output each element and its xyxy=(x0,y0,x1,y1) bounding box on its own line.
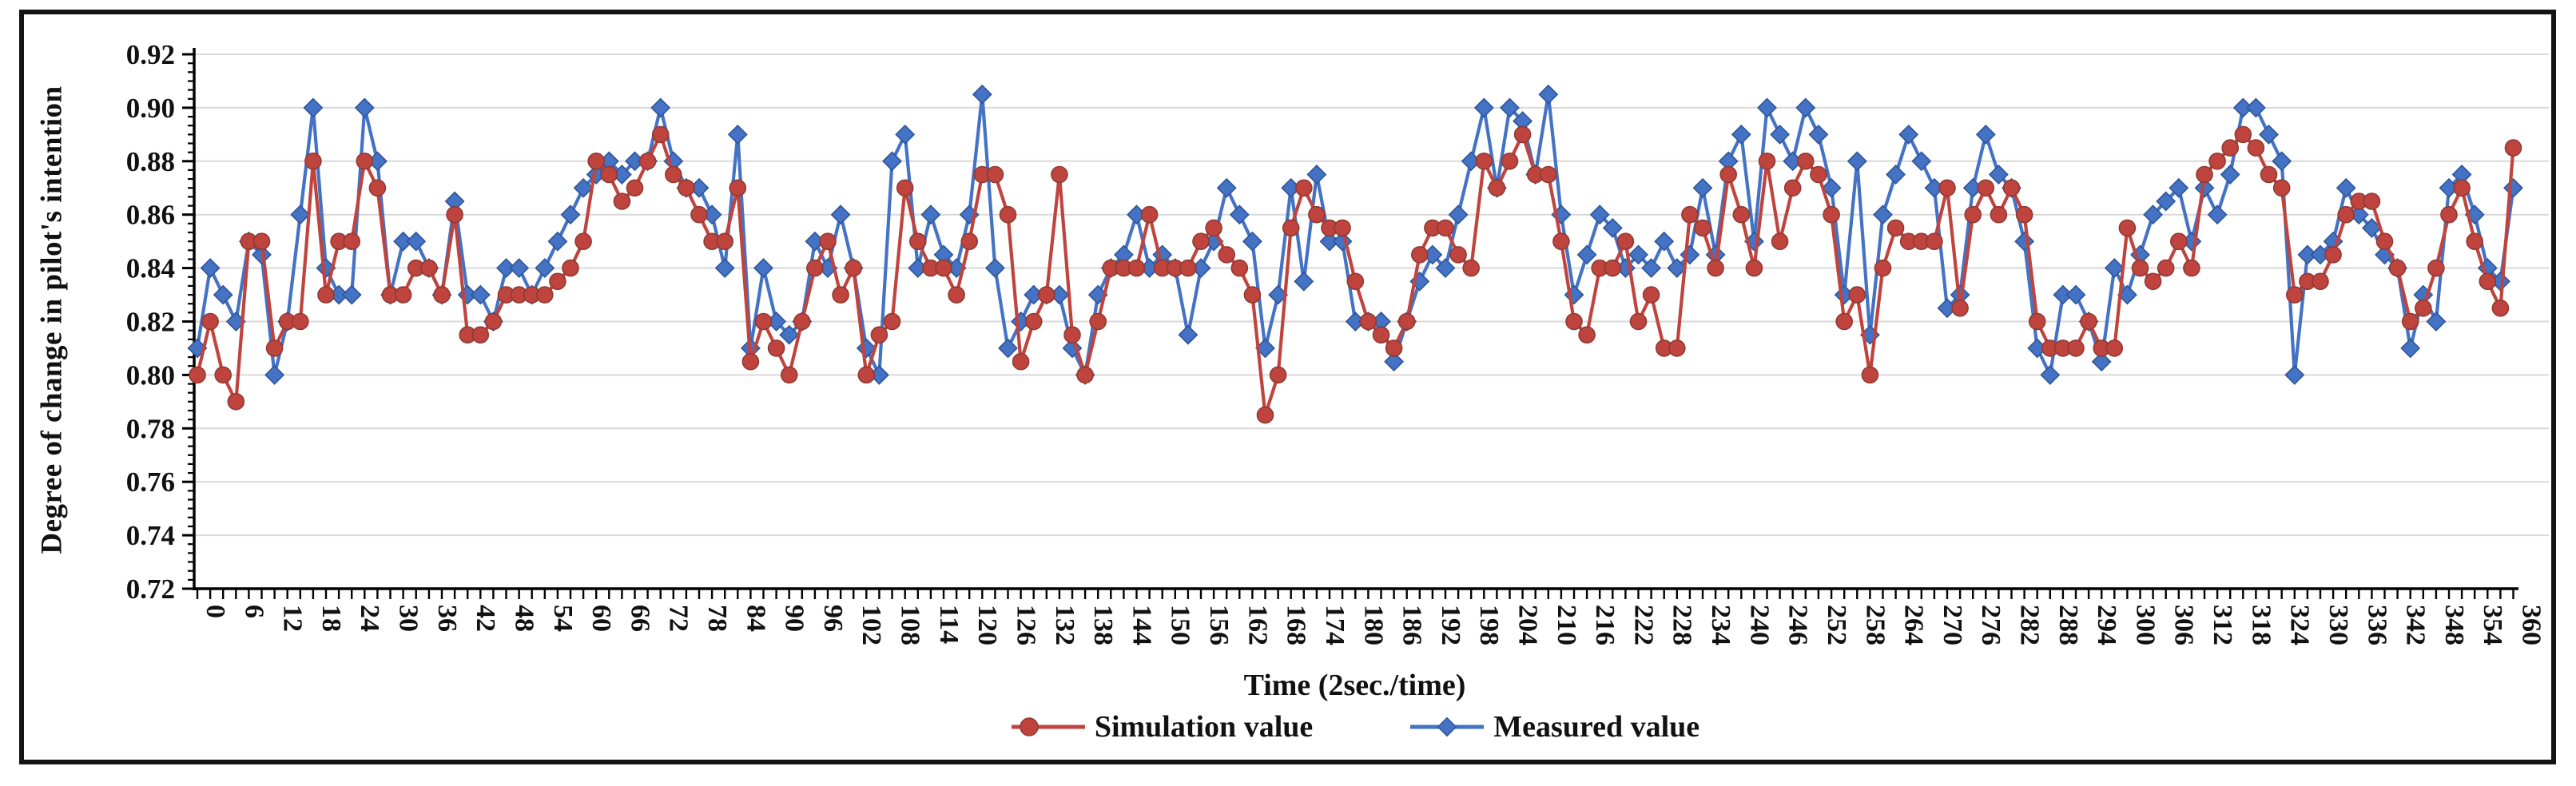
svg-text:318: 318 xyxy=(2246,605,2276,645)
svg-text:42: 42 xyxy=(471,605,500,632)
svg-text:120: 120 xyxy=(972,605,1002,645)
svg-text:174: 174 xyxy=(1320,605,1350,645)
svg-text:0.84: 0.84 xyxy=(126,253,175,284)
svg-text:186: 186 xyxy=(1397,605,1427,645)
svg-text:72: 72 xyxy=(664,605,694,632)
svg-text:0.76: 0.76 xyxy=(126,466,175,498)
svg-text:354: 354 xyxy=(2478,605,2507,645)
svg-text:84: 84 xyxy=(741,605,770,632)
simulation-series-marker-icon xyxy=(1011,717,1085,736)
svg-text:0: 0 xyxy=(201,605,230,618)
svg-text:258: 258 xyxy=(1860,605,1890,645)
svg-text:348: 348 xyxy=(2439,605,2469,645)
svg-text:294: 294 xyxy=(2092,605,2121,645)
svg-text:12: 12 xyxy=(278,605,308,632)
svg-text:6: 6 xyxy=(239,605,268,618)
svg-text:0.92: 0.92 xyxy=(126,39,175,70)
svg-text:102: 102 xyxy=(857,605,886,645)
svg-text:300: 300 xyxy=(2130,605,2160,645)
svg-text:132: 132 xyxy=(1050,605,1079,645)
svg-text:96: 96 xyxy=(818,605,848,632)
svg-text:0.74: 0.74 xyxy=(126,520,175,551)
svg-text:228: 228 xyxy=(1668,605,1697,645)
svg-text:108: 108 xyxy=(896,605,925,645)
svg-text:192: 192 xyxy=(1436,605,1465,645)
svg-text:30: 30 xyxy=(394,605,423,632)
svg-text:18: 18 xyxy=(316,605,346,632)
svg-text:150: 150 xyxy=(1166,605,1195,645)
y-axis-title: Degree of change in pilot's intention xyxy=(24,48,80,591)
svg-text:324: 324 xyxy=(2285,605,2315,645)
svg-text:114: 114 xyxy=(934,605,964,644)
svg-text:0.78: 0.78 xyxy=(126,413,175,444)
svg-text:0.80: 0.80 xyxy=(126,359,175,391)
x-axis-title: Time (2sec./time) xyxy=(1243,669,1466,702)
svg-text:234: 234 xyxy=(1706,605,1735,645)
svg-text:90: 90 xyxy=(780,605,809,632)
svg-text:36: 36 xyxy=(432,605,462,632)
svg-text:204: 204 xyxy=(1513,605,1543,645)
svg-text:306: 306 xyxy=(2169,605,2199,645)
svg-text:210: 210 xyxy=(1552,605,1581,645)
svg-text:144: 144 xyxy=(1127,605,1156,645)
svg-text:0.72: 0.72 xyxy=(126,574,175,605)
svg-text:252: 252 xyxy=(1822,605,1851,645)
svg-text:288: 288 xyxy=(2053,605,2083,645)
measured-series-marker-icon xyxy=(1410,717,1485,737)
svg-text:240: 240 xyxy=(1744,605,1774,645)
svg-text:180: 180 xyxy=(1358,605,1388,645)
legend-item-simulation: Simulation value xyxy=(1010,709,1313,744)
legend-label-measured: Measured value xyxy=(1493,710,1700,744)
svg-text:342: 342 xyxy=(2401,605,2431,645)
svg-text:312: 312 xyxy=(2208,605,2237,645)
legend-item-measured: Measured value xyxy=(1409,709,1699,744)
svg-text:222: 222 xyxy=(1628,605,1658,645)
svg-text:168: 168 xyxy=(1282,605,1311,645)
svg-text:162: 162 xyxy=(1242,605,1272,645)
svg-text:360: 360 xyxy=(2517,605,2546,645)
svg-text:48: 48 xyxy=(510,605,539,632)
svg-text:246: 246 xyxy=(1783,605,1813,645)
svg-text:270: 270 xyxy=(1938,605,1967,645)
svg-text:126: 126 xyxy=(1012,605,1041,645)
svg-text:264: 264 xyxy=(1899,605,1929,645)
svg-text:216: 216 xyxy=(1590,605,1620,645)
svg-text:336: 336 xyxy=(2362,605,2391,645)
svg-text:276: 276 xyxy=(1976,605,2006,645)
svg-text:0.90: 0.90 xyxy=(126,93,175,124)
chart-outer-border xyxy=(19,10,2556,764)
legend: Simulation value Measured value xyxy=(194,709,2515,744)
svg-text:198: 198 xyxy=(1474,605,1504,645)
svg-text:330: 330 xyxy=(2324,605,2353,645)
svg-text:24: 24 xyxy=(355,605,384,632)
svg-text:0.86: 0.86 xyxy=(126,200,175,231)
svg-text:78: 78 xyxy=(702,605,732,632)
svg-text:60: 60 xyxy=(586,605,616,632)
svg-text:138: 138 xyxy=(1088,605,1118,645)
legend-label-simulation: Simulation value xyxy=(1094,710,1314,744)
svg-text:0.82: 0.82 xyxy=(126,307,175,338)
svg-text:156: 156 xyxy=(1204,605,1234,645)
svg-text:66: 66 xyxy=(625,605,654,632)
svg-text:282: 282 xyxy=(2015,605,2045,645)
y-axis-title-text: Degree of change in pilot's intention xyxy=(35,85,69,554)
svg-text:0.88: 0.88 xyxy=(126,146,175,177)
svg-text:54: 54 xyxy=(548,605,578,632)
